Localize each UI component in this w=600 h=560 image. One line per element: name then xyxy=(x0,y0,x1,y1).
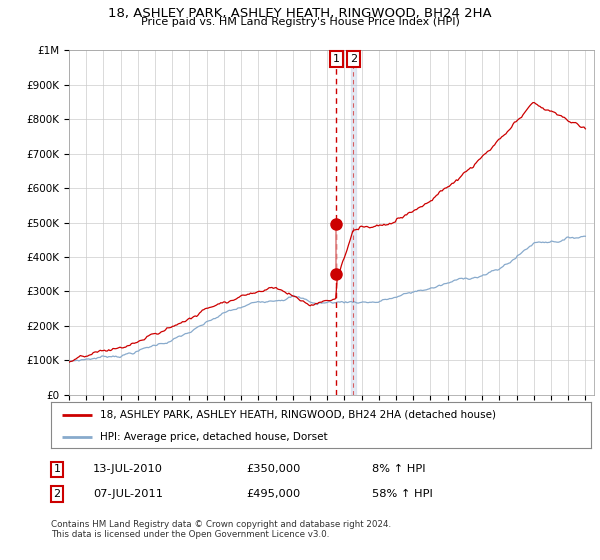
Text: 18, ASHLEY PARK, ASHLEY HEATH, RINGWOOD, BH24 2HA: 18, ASHLEY PARK, ASHLEY HEATH, RINGWOOD,… xyxy=(108,7,492,20)
Text: 1: 1 xyxy=(53,464,61,474)
Text: 07-JUL-2011: 07-JUL-2011 xyxy=(93,489,163,499)
Text: £495,000: £495,000 xyxy=(246,489,300,499)
Text: 18, ASHLEY PARK, ASHLEY HEATH, RINGWOOD, BH24 2HA (detached house): 18, ASHLEY PARK, ASHLEY HEATH, RINGWOOD,… xyxy=(100,410,496,420)
Text: 8% ↑ HPI: 8% ↑ HPI xyxy=(372,464,425,474)
Text: £350,000: £350,000 xyxy=(246,464,301,474)
Text: Contains HM Land Registry data © Crown copyright and database right 2024.
This d: Contains HM Land Registry data © Crown c… xyxy=(51,520,391,539)
Bar xyxy=(350,50,356,395)
Text: 2: 2 xyxy=(53,489,61,499)
Text: HPI: Average price, detached house, Dorset: HPI: Average price, detached house, Dors… xyxy=(100,432,327,441)
Text: Price paid vs. HM Land Registry's House Price Index (HPI): Price paid vs. HM Land Registry's House … xyxy=(140,17,460,27)
Text: 2: 2 xyxy=(350,54,357,64)
Text: 13-JUL-2010: 13-JUL-2010 xyxy=(93,464,163,474)
Text: 58% ↑ HPI: 58% ↑ HPI xyxy=(372,489,433,499)
Text: 1: 1 xyxy=(333,54,340,64)
